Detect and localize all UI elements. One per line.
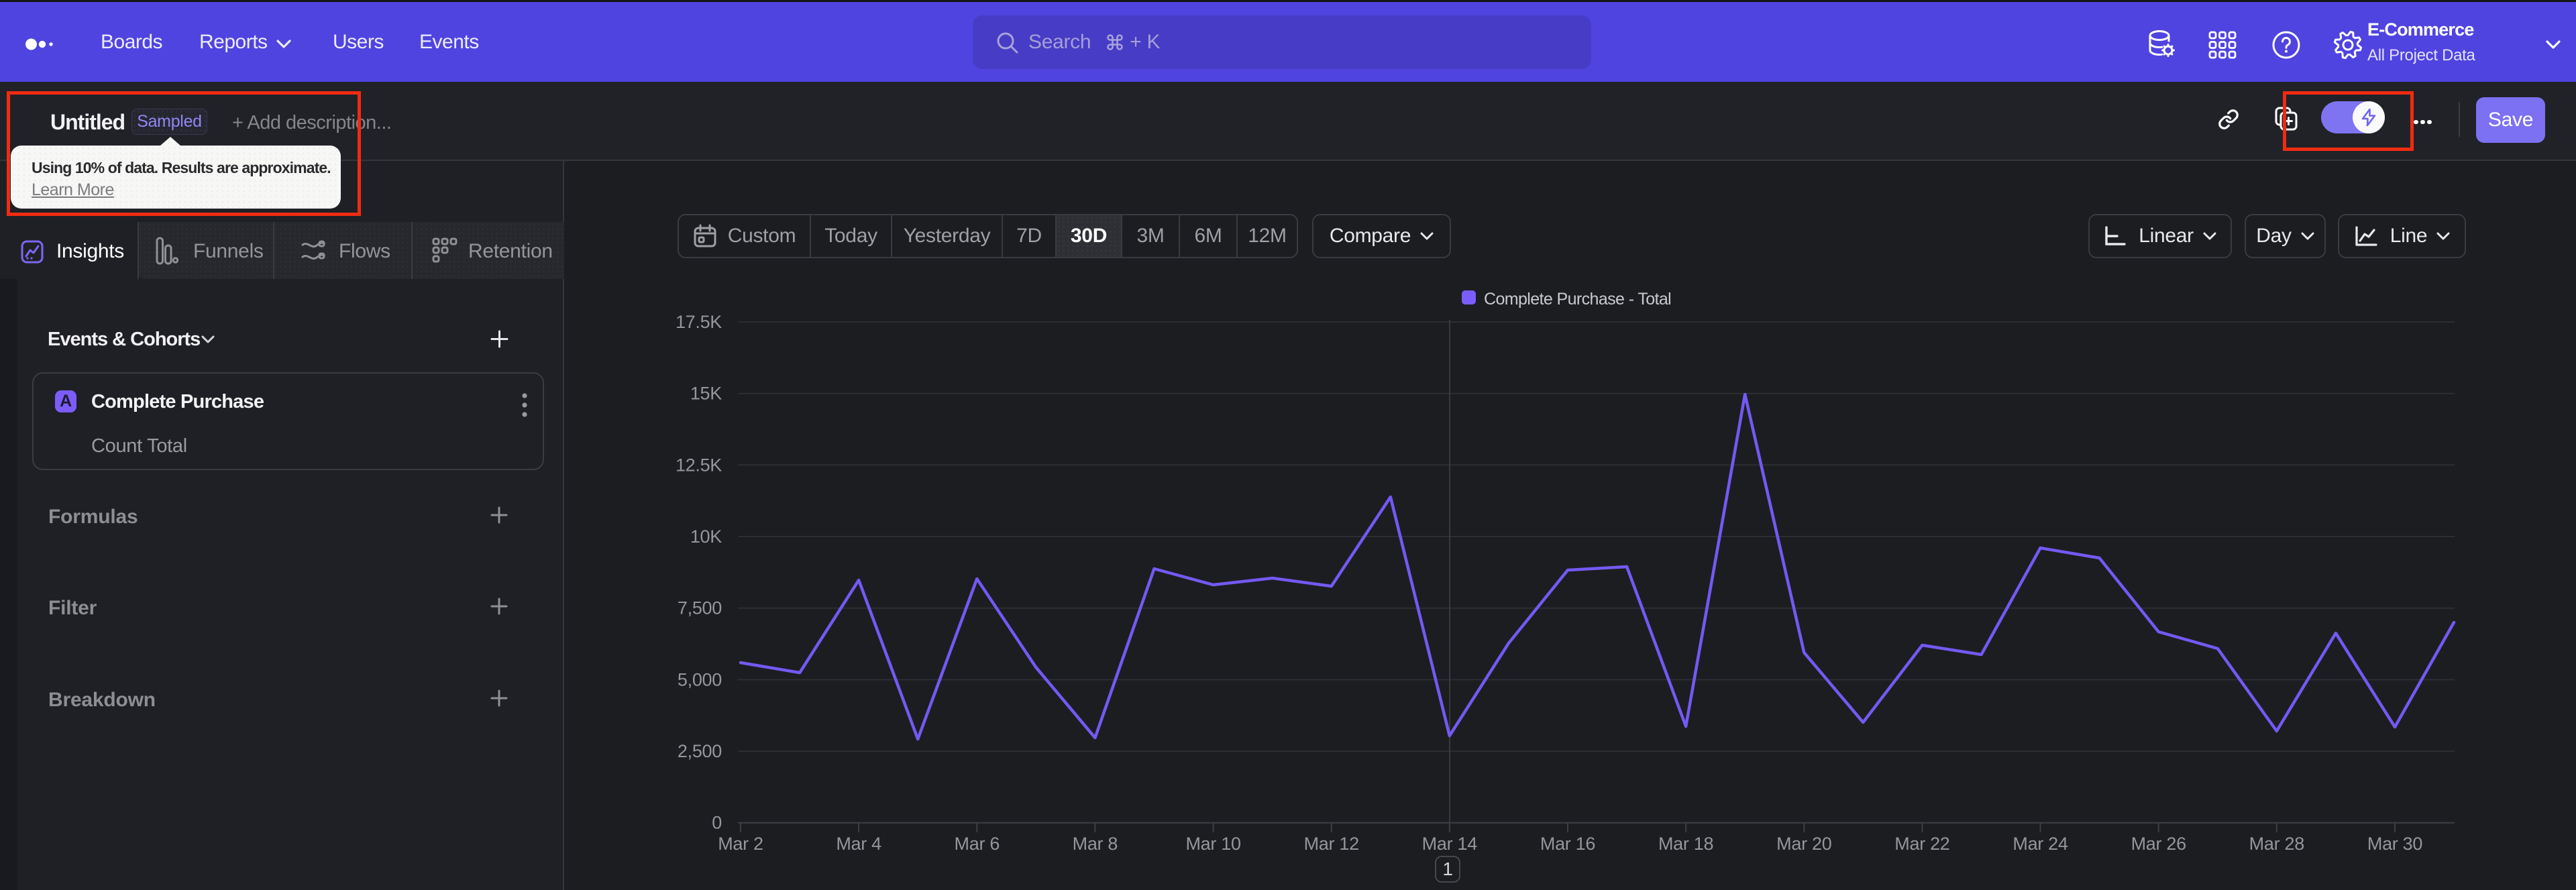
svg-text:2,500: 2,500 [678,741,722,761]
svg-text:12.5K: 12.5K [676,455,722,475]
svg-text:Mar 22: Mar 22 [1894,834,1949,854]
svg-text:Mar 6: Mar 6 [955,834,1000,854]
svg-text:Mar 12: Mar 12 [1304,834,1359,854]
svg-text:Mar 16: Mar 16 [1540,834,1595,854]
svg-text:Mar 24: Mar 24 [2012,834,2068,854]
svg-text:Mar 4: Mar 4 [836,834,881,854]
svg-text:15K: 15K [690,384,722,404]
svg-text:17.5K: 17.5K [676,312,722,332]
svg-text:Mar 8: Mar 8 [1073,834,1118,854]
svg-text:Mar 28: Mar 28 [2249,834,2304,854]
svg-text:Mar 26: Mar 26 [2131,834,2186,854]
svg-text:Mar 18: Mar 18 [1658,834,1713,854]
svg-text:Mar 14: Mar 14 [1422,834,1478,854]
svg-text:Mar 2: Mar 2 [718,834,763,854]
svg-text:7,500: 7,500 [678,598,722,618]
svg-text:0: 0 [712,813,722,833]
svg-text:5,000: 5,000 [678,669,722,689]
svg-text:Mar 10: Mar 10 [1185,834,1240,854]
svg-text:Mar 20: Mar 20 [1776,834,1831,854]
svg-text:10K: 10K [690,526,722,547]
svg-text:Mar 30: Mar 30 [2367,834,2422,854]
